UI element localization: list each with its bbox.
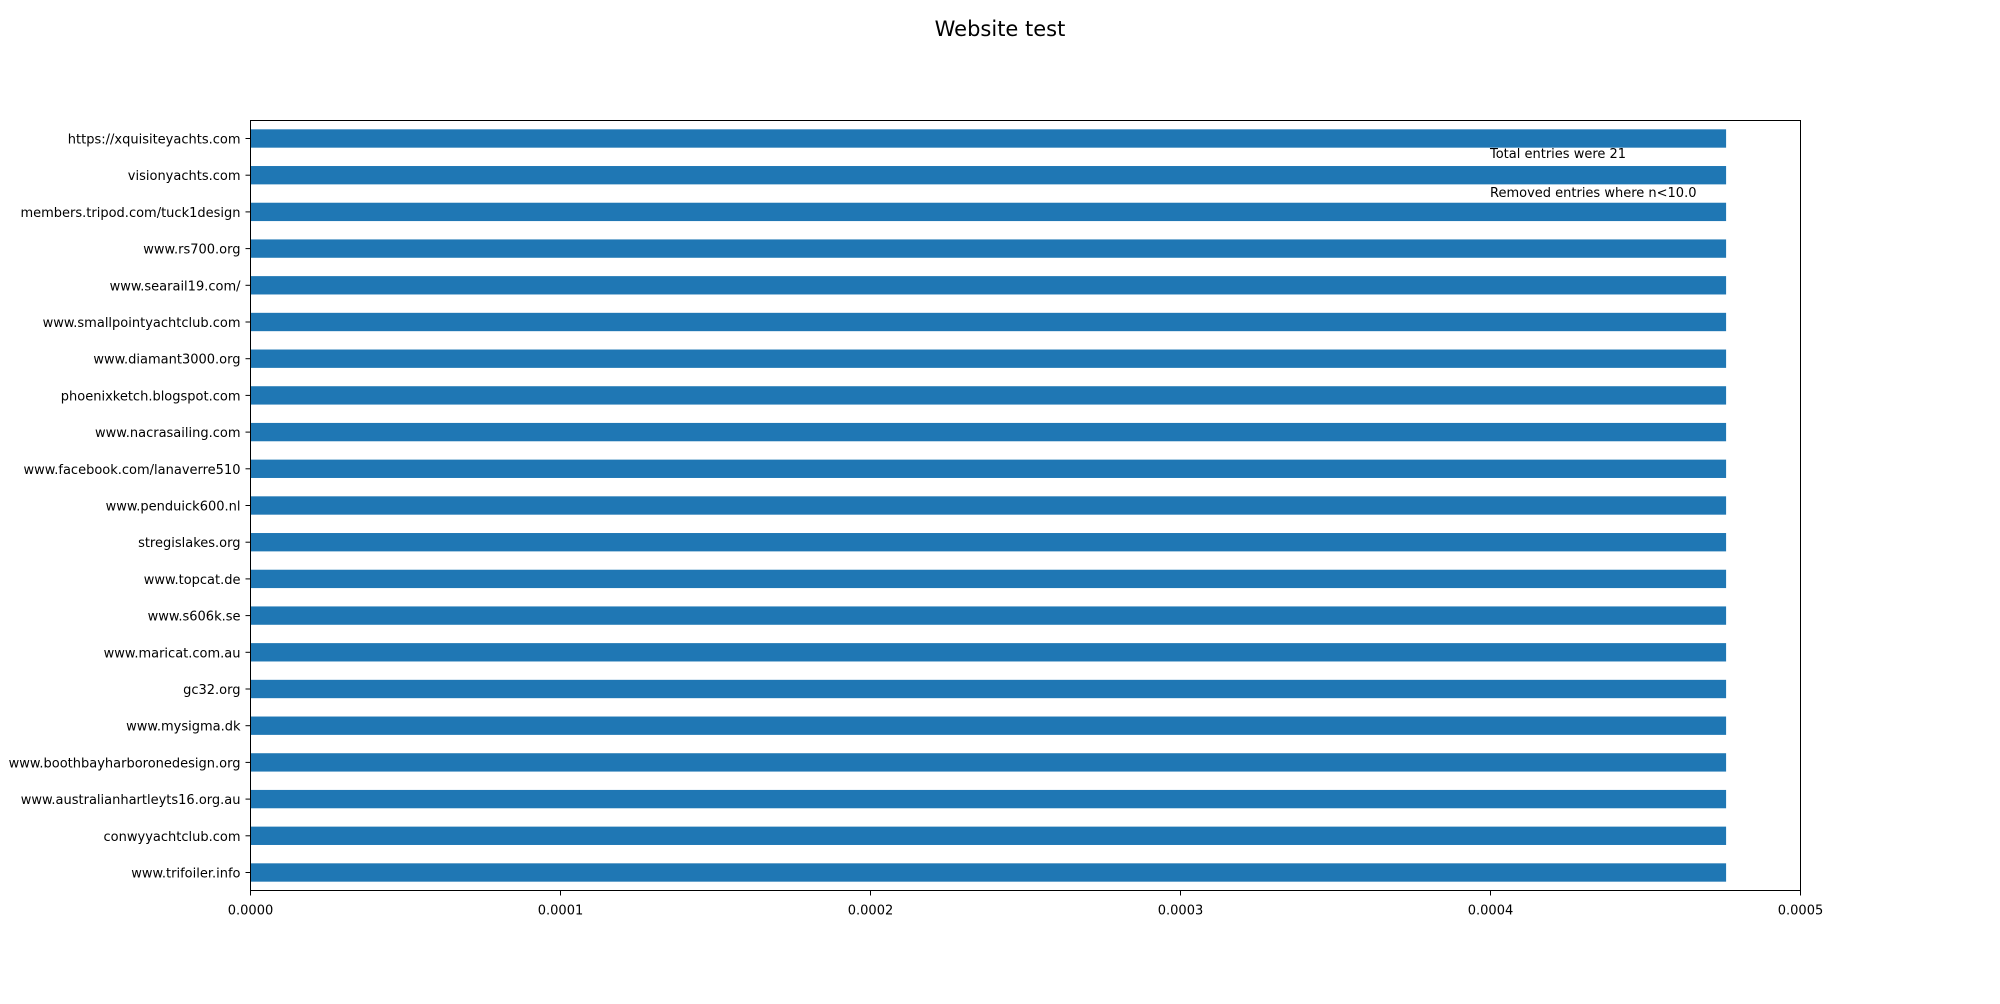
y-tick-label: www.penduick600.nl <box>106 500 241 515</box>
y-tick-label: www.s606k.se <box>148 610 241 625</box>
bar <box>250 496 1727 515</box>
x-tick-label: 0.0002 <box>848 904 894 919</box>
bar <box>250 863 1727 882</box>
plot-frame <box>250 120 1801 891</box>
x-tick-label: 0.0004 <box>1468 904 1514 919</box>
y-tick-label: www.nacrasailing.com <box>95 426 240 441</box>
bar <box>250 349 1727 368</box>
bar <box>250 753 1727 772</box>
y-tick-label: www.searail19.com/ <box>110 279 242 294</box>
y-tick-label: www.boothbayharboronedesign.org <box>9 756 241 771</box>
bar <box>250 459 1727 478</box>
y-tick-label: stregislakes.org <box>138 536 240 551</box>
y-tick-label: https://xquisiteyachts.com <box>68 133 241 148</box>
y-tick-label: www.topcat.de <box>144 573 241 588</box>
x-tick-label: 0.0000 <box>228 904 274 919</box>
bar <box>250 129 1727 148</box>
y-tick-label: www.australianhartleyts16.org.au <box>21 793 241 808</box>
bar <box>250 422 1727 442</box>
bar <box>250 826 1727 845</box>
bar <box>250 312 1727 332</box>
y-tick-label: www.maricat.com.au <box>104 646 241 661</box>
bar <box>250 789 1727 809</box>
bar <box>250 386 1727 405</box>
annotation-total-entries: Total entries were 21 <box>1489 147 1626 162</box>
y-tick-label: gc32.org <box>183 683 240 698</box>
y-tick-label: phoenixketch.blogspot.com <box>61 389 241 404</box>
x-tick-label: 0.0001 <box>538 904 584 919</box>
x-tick-label: 0.0003 <box>1158 904 1204 919</box>
bar <box>250 716 1727 735</box>
bar <box>250 533 1727 552</box>
x-tick-label: 0.0005 <box>1778 904 1824 919</box>
y-tick-label: www.facebook.com/lanaverre510 <box>24 463 241 478</box>
annotation-removed-entries: Removed entries where n<10.0 <box>1490 186 1696 201</box>
bar <box>250 166 1727 185</box>
x-tick-group: 0.0000 0.0001 0.0002 0.0003 0.0004 0.0005 <box>228 890 1824 919</box>
y-tick-label: members.tripod.com/tuck1design <box>20 206 240 221</box>
bar <box>250 276 1727 295</box>
y-tick-label: www.trifoiler.info <box>131 867 240 882</box>
bar <box>250 202 1727 222</box>
y-tick-label: www.rs700.org <box>143 243 240 258</box>
y-tick-label: conwyyachtclub.com <box>104 830 241 845</box>
y-tick-label: www.diamant3000.org <box>93 353 240 368</box>
chart-title: Website test <box>935 17 1066 41</box>
y-tick-label: visionyachts.com <box>128 169 241 184</box>
bar <box>250 239 1727 258</box>
bar-group <box>250 129 1727 882</box>
bar <box>250 606 1727 625</box>
bar <box>250 569 1727 589</box>
y-tick-label: www.mysigma.dk <box>126 720 241 735</box>
bar <box>250 679 1727 699</box>
bar <box>250 643 1727 662</box>
y-tick-group: https://xquisiteyachts.com visionyachts.c… <box>9 133 251 882</box>
y-tick-label: www.smallpointyachtclub.com <box>43 316 241 331</box>
